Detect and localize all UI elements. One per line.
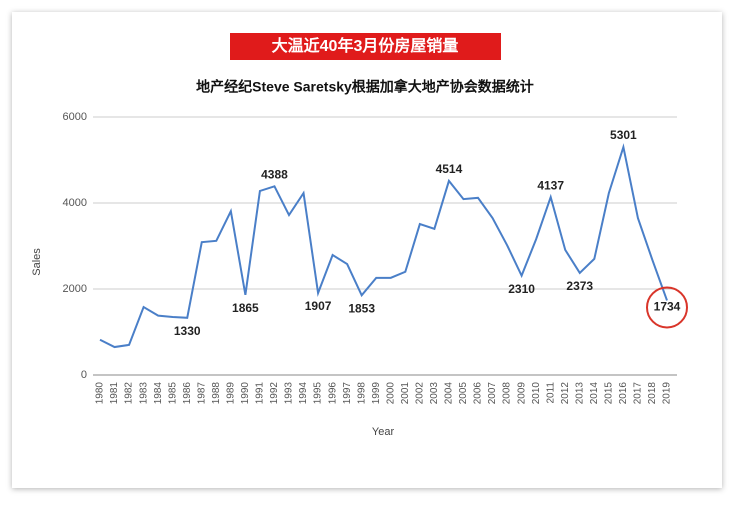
x-tick-label: 1993 [284,382,295,405]
x-tick-label: 2000 [385,382,396,405]
x-tick-label: 1988 [211,382,222,405]
x-tick-label: 1998 [356,382,367,405]
x-tick-label: 1984 [153,382,164,405]
data-label: 2310 [508,282,535,296]
x-tick-label: 2016 [618,382,629,405]
card [12,12,722,488]
chart-title: 大温近40年3月份房屋销量 [272,36,459,55]
x-tick-label: 1992 [269,382,280,405]
x-tick-label: 2002 [414,382,425,405]
x-tick-label: 1994 [298,382,309,405]
data-label: 4388 [261,167,288,181]
data-label: 1734 [654,300,681,314]
x-tick-label: 1991 [255,382,266,405]
x-tick-label: 1983 [138,382,149,405]
data-label: 1330 [174,324,201,338]
data-label: 5301 [610,128,637,142]
x-tick-label: 2001 [400,382,411,405]
data-label: 1907 [305,299,332,313]
x-tick-label: 1996 [327,382,338,405]
x-tick-label: 2010 [531,382,542,405]
chart-subtitle: 地产经纪Steve Saretsky根据加拿大地产协会数据统计 [196,79,534,95]
data-label: 2373 [566,279,593,293]
x-axis-title: Year [372,426,395,438]
x-tick-label: 1985 [167,382,178,405]
x-tick-label: 2007 [487,382,498,405]
x-tick-label: 2019 [662,382,673,405]
x-tick-label: 1997 [342,382,353,405]
x-tick-label: 2008 [502,382,513,405]
x-tick-label: 1980 [95,382,106,405]
y-tick-label: 0 [81,369,87,381]
x-tick-label: 1981 [109,382,120,405]
y-tick-label: 6000 [63,111,87,123]
x-tick-label: 1990 [240,382,251,405]
data-label: 1853 [348,301,375,315]
data-label: 1865 [232,301,259,315]
x-tick-label: 2015 [603,382,614,405]
title-banner [230,33,501,60]
x-tick-label: 1987 [196,382,207,405]
x-tick-label: 2014 [589,382,600,405]
x-tick-label: 2018 [647,382,658,405]
highlight-circle [646,286,688,329]
x-tick-label: 1986 [182,382,193,405]
x-tick-label: 2005 [458,382,469,405]
x-tick-label: 2006 [473,382,484,405]
x-tick-label: 2003 [429,382,440,405]
x-tick-label: 2012 [560,382,571,405]
x-tick-label: 1982 [124,382,135,405]
x-tick-label: 1989 [225,382,236,405]
data-line [99,143,668,349]
y-tick-label: 4000 [63,197,87,209]
y-axis-title: Sales [31,248,43,276]
x-tick-label: 2004 [444,382,455,405]
data-label: 4137 [537,178,564,192]
x-tick-label: 1999 [371,382,382,405]
x-tick-label: 2009 [516,382,527,405]
x-tick-label: 1995 [313,382,324,405]
data-label: 4514 [436,162,463,176]
y-tick-label: 2000 [63,283,87,295]
x-tick-label: 2013 [574,382,585,405]
x-tick-label: 2017 [633,382,644,405]
x-tick-label: 2011 [545,382,556,404]
